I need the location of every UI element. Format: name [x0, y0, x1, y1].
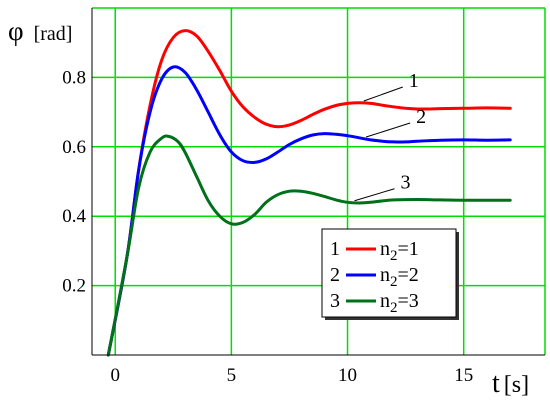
annotation-label-2: 2 — [416, 106, 426, 128]
annotation-label-3: 3 — [401, 172, 411, 194]
x-tick-label-0: 0 — [110, 365, 120, 386]
series-annotations: 1 2 3 — [354, 70, 426, 202]
y-axis-label: φ [rad] — [8, 16, 72, 46]
legend-number-1: 1 — [330, 238, 340, 260]
series-lines — [106, 29, 512, 357]
x-tick-label-1: 5 — [227, 365, 237, 386]
y-tick-label-3: 0.8 — [62, 67, 86, 88]
y-tick-label-2: 0.6 — [62, 137, 86, 158]
x-tick-label-2: 10 — [338, 365, 357, 386]
y-axis-unit: [rad] — [34, 23, 73, 45]
legend: 1 n2=1 2 n2=2 3 n2=3 — [321, 228, 459, 320]
plot-area: 1 2 3 — [91, 7, 546, 357]
series-line-3 — [106, 134, 512, 357]
legend-items: 1 n2=1 2 n2=2 3 n2=3 — [330, 238, 419, 316]
y-tick-label-0: 0.2 — [62, 276, 86, 297]
legend-label-2: n2=2 — [380, 264, 419, 290]
annotation-label-1: 1 — [409, 70, 419, 92]
x-axis-unit: [s] — [504, 372, 529, 398]
x-axis-label: t [s] — [492, 368, 529, 399]
legend-box — [321, 228, 457, 318]
annotation-leader-2 — [365, 122, 411, 138]
series-line-2 — [106, 65, 512, 357]
series-line-1 — [106, 29, 512, 357]
y-tick-label-1: 0.4 — [62, 206, 86, 227]
x-tick-label-3: 15 — [454, 365, 473, 386]
annotation-leader-1 — [363, 86, 403, 102]
legend-label-1: n2=1 — [380, 238, 419, 264]
grid — [92, 7, 546, 355]
tick-labels: 0 5 10 15 0.2 0.4 0.6 0.8 — [62, 67, 473, 386]
x-axis-symbol: t — [492, 368, 500, 399]
legend-label-3: n2=3 — [380, 290, 419, 316]
annotation-leader-3 — [354, 188, 395, 202]
legend-number-2: 2 — [330, 264, 340, 286]
y-axis-symbol: φ — [8, 16, 24, 46]
plot-frame — [92, 8, 545, 355]
legend-number-3: 3 — [330, 290, 340, 312]
axes — [91, 8, 545, 356]
